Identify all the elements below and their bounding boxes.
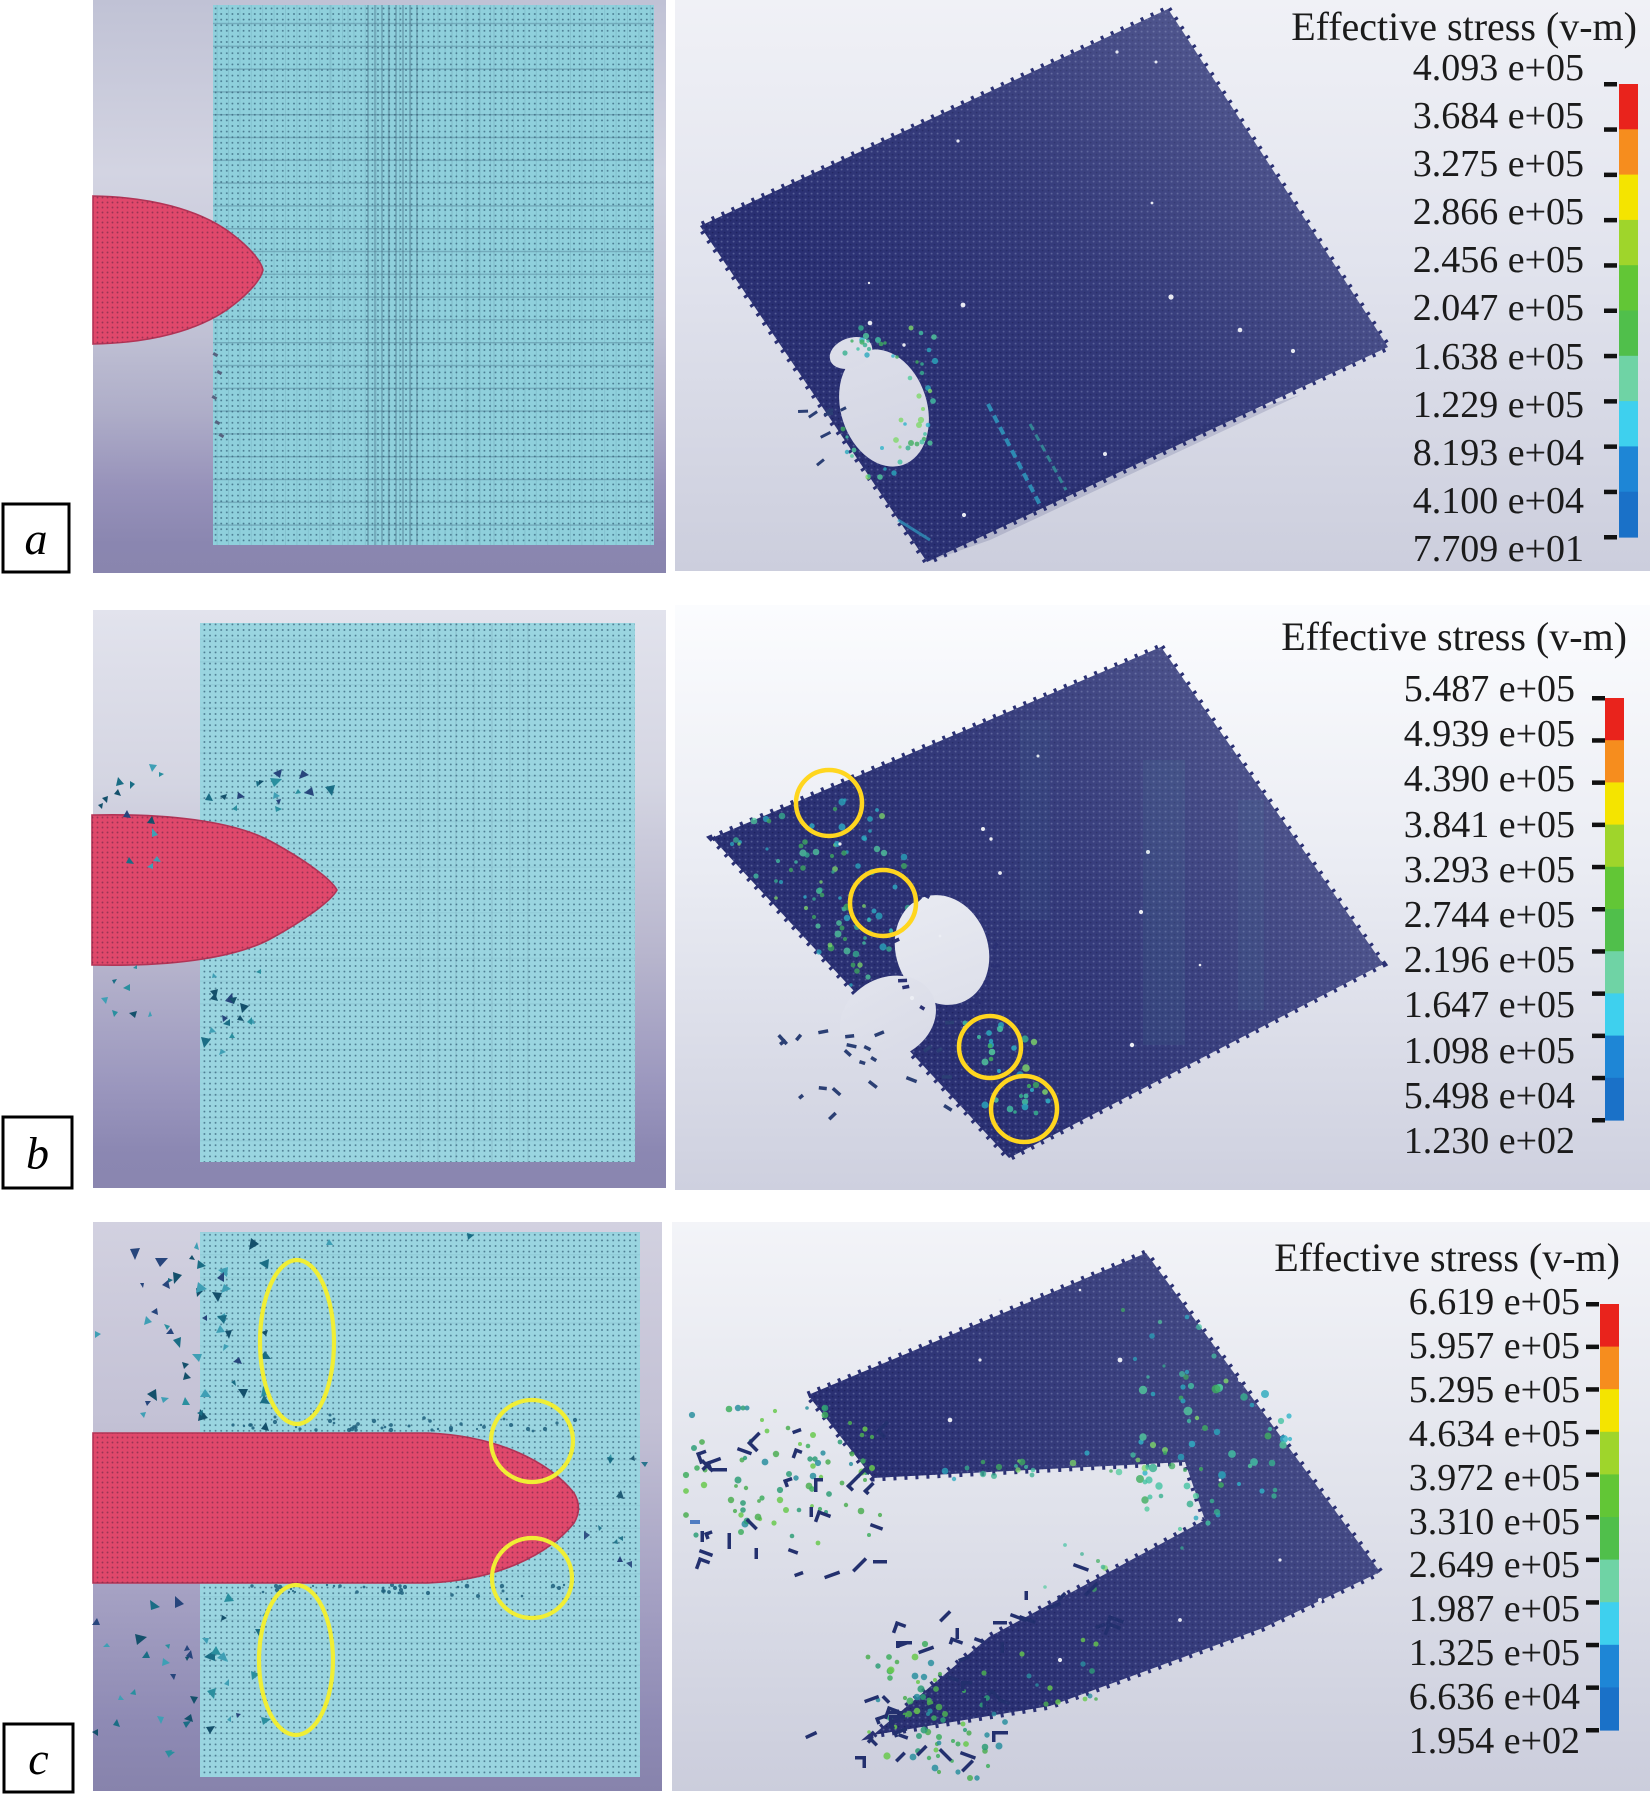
svg-text:5.487 e+05: 5.487 e+05: [1404, 668, 1575, 710]
svg-text:2.196 e+05: 2.196 e+05: [1404, 939, 1575, 981]
svg-text:c: c: [28, 1733, 48, 1784]
svg-text:1.647 e+05: 1.647 e+05: [1404, 984, 1575, 1026]
svg-text:5.957 e+05: 5.957 e+05: [1409, 1325, 1580, 1367]
svg-text:3.293 e+05: 3.293 e+05: [1404, 849, 1575, 891]
svg-text:3.841 e+05: 3.841 e+05: [1404, 804, 1575, 846]
svg-text:7.709 e+01: 7.709 e+01: [1413, 528, 1584, 570]
svg-text:Effective stress (v-m): Effective stress (v-m): [1291, 4, 1637, 49]
svg-text:4.634 e+05: 4.634 e+05: [1409, 1413, 1580, 1455]
svg-text:3.972 e+05: 3.972 e+05: [1409, 1457, 1580, 1499]
svg-text:2.866 e+05: 2.866 e+05: [1413, 191, 1584, 233]
svg-text:1.954 e+02: 1.954 e+02: [1409, 1720, 1580, 1762]
svg-text:5.295 e+05: 5.295 e+05: [1409, 1369, 1580, 1411]
svg-text:5.498 e+04: 5.498 e+04: [1404, 1075, 1575, 1117]
svg-text:a: a: [25, 513, 48, 564]
svg-text:4.390 e+05: 4.390 e+05: [1404, 758, 1575, 800]
svg-text:1.229 e+05: 1.229 e+05: [1413, 384, 1584, 426]
svg-text:1.230 e+02: 1.230 e+02: [1404, 1120, 1575, 1162]
svg-text:1.987 e+05: 1.987 e+05: [1409, 1588, 1580, 1630]
svg-text:2.456 e+05: 2.456 e+05: [1413, 239, 1584, 281]
svg-text:2.649 e+05: 2.649 e+05: [1409, 1544, 1580, 1586]
svg-text:b: b: [26, 1128, 49, 1179]
svg-text:3.684 e+05: 3.684 e+05: [1413, 95, 1584, 137]
svg-text:1.638 e+05: 1.638 e+05: [1413, 336, 1584, 378]
svg-text:3.310 e+05: 3.310 e+05: [1409, 1501, 1580, 1543]
svg-text:6.636 e+04: 6.636 e+04: [1409, 1676, 1580, 1718]
svg-text:3.275 e+05: 3.275 e+05: [1413, 143, 1584, 185]
svg-text:6.619 e+05: 6.619 e+05: [1409, 1281, 1580, 1323]
svg-text:4.100 e+04: 4.100 e+04: [1413, 480, 1584, 522]
svg-text:4.939 e+05: 4.939 e+05: [1404, 713, 1575, 755]
svg-text:2.047 e+05: 2.047 e+05: [1413, 287, 1584, 329]
svg-text:Effective stress (v-m): Effective stress (v-m): [1281, 614, 1627, 659]
svg-text:Effective stress (v-m): Effective stress (v-m): [1274, 1235, 1620, 1280]
svg-text:8.193 e+04: 8.193 e+04: [1413, 432, 1584, 474]
svg-text:1.098 e+05: 1.098 e+05: [1404, 1030, 1575, 1072]
svg-text:2.744 e+05: 2.744 e+05: [1404, 894, 1575, 936]
svg-text:1.325 e+05: 1.325 e+05: [1409, 1632, 1580, 1674]
svg-text:4.093 e+05: 4.093 e+05: [1413, 47, 1584, 89]
